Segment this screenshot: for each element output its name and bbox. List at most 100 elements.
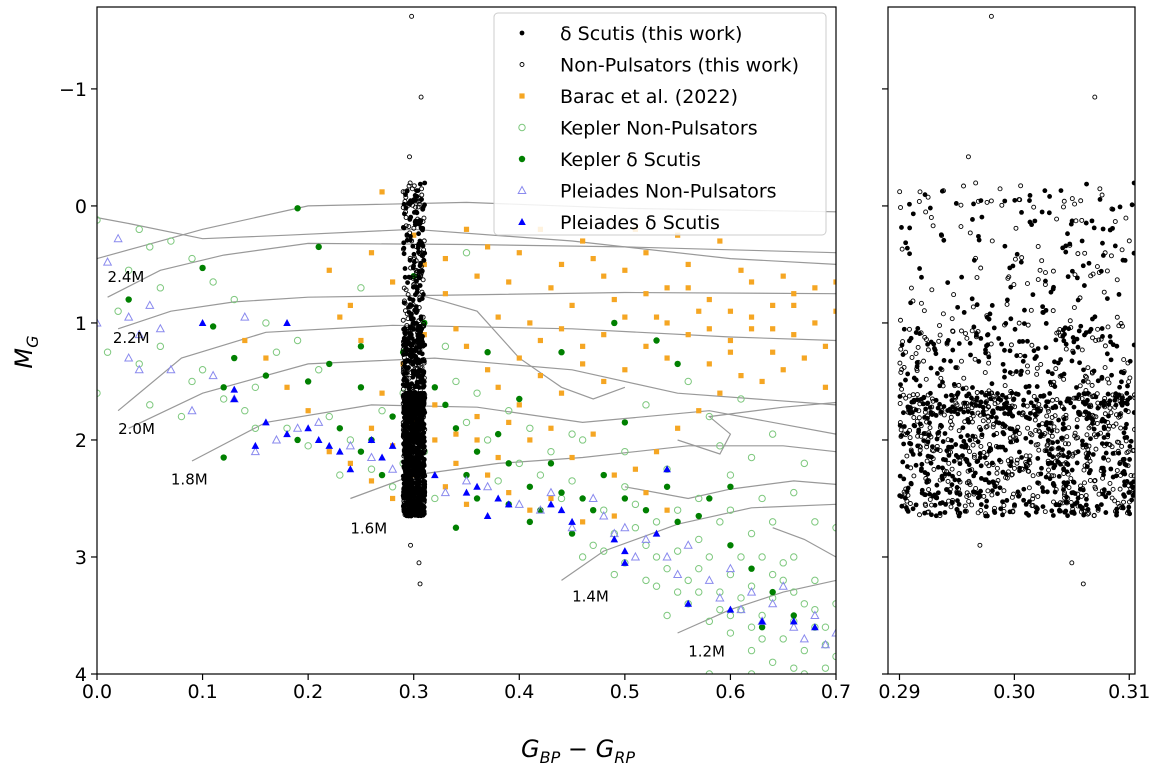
zoom-dscuti [1071, 404, 1077, 410]
legend-label: Pleiades δ Scutis [560, 212, 720, 234]
zoom-dscuti [1012, 429, 1018, 435]
zoom-dscuti [968, 352, 973, 358]
data-point [630, 551, 641, 561]
zoom-dscuti [1080, 263, 1086, 269]
track-label: 1.8M [171, 470, 208, 488]
zoom-dscuti [1088, 468, 1093, 473]
data-point [515, 459, 523, 468]
zoom-dscuti [1043, 474, 1049, 480]
data-point [758, 623, 766, 631]
zoom-dscuti [1050, 440, 1056, 446]
data-point [187, 405, 197, 415]
zoom-nonpulsator [1119, 443, 1125, 449]
data-point [103, 348, 112, 356]
zoom-nonpulsator [989, 238, 995, 244]
data-point [97, 317, 102, 327]
data-point [516, 395, 523, 403]
data-point [706, 495, 713, 502]
zoom-nonpulsator [1046, 408, 1052, 414]
zoom-dscuti [1101, 424, 1107, 430]
this-work-dscuti [414, 345, 420, 351]
zoom-dscuti [903, 377, 908, 383]
zoom-dscuti [1112, 243, 1118, 249]
this-work-nonpulsator [415, 204, 421, 210]
zoom-nonpulsator [931, 466, 937, 472]
data-point [516, 355, 522, 361]
data-point [759, 378, 765, 385]
zoom-dscuti [945, 280, 951, 286]
zoom-nonpulsator [994, 465, 1000, 471]
this-work-dscuti [416, 513, 422, 519]
zoom-dscuti [1095, 378, 1101, 384]
zoom-dscuti [1090, 421, 1095, 426]
zoom-dscuti [957, 510, 963, 516]
legend-box [493, 12, 827, 236]
zoom-nonpulsator [949, 466, 955, 472]
zoom-dscuti [1044, 448, 1049, 454]
zoom-nonpulsator [914, 392, 920, 398]
zoom-dscuti [1072, 491, 1078, 496]
data-point [790, 488, 798, 497]
zoom-dscuti [986, 480, 992, 485]
data-point [810, 610, 820, 619]
zoom-dscuti [941, 358, 947, 363]
data-point [737, 594, 745, 602]
zoom-nonpulsator [951, 292, 957, 298]
data-point [250, 446, 260, 456]
zoom-dscuti [1071, 339, 1077, 345]
zoom-nonpulsator [1001, 488, 1007, 494]
zoom-dscuti [1095, 432, 1101, 437]
data-point [622, 367, 628, 373]
zoom-nonpulsator [1115, 439, 1120, 445]
zoom-dscuti [978, 335, 984, 341]
data-point [715, 592, 725, 602]
zoom-dscuti [1061, 338, 1067, 344]
zoom-dscuti [960, 425, 966, 431]
zoom-dscuti [1027, 499, 1032, 505]
zoom-nonpulsator [997, 186, 1003, 192]
data-point [325, 441, 334, 449]
zoom-nonpulsator [984, 423, 990, 429]
zoom-dscuti [995, 405, 1001, 411]
this-work-dscuti [410, 243, 416, 249]
zoom-dscuti [943, 457, 948, 463]
zoom-nonpulsator [959, 328, 964, 334]
zoom-nonpulsator [1096, 337, 1102, 343]
zoom-dscuti [922, 415, 927, 420]
data-point [747, 646, 756, 655]
data-point [166, 364, 176, 374]
this-work-dscuti [420, 474, 426, 480]
data-point [611, 472, 617, 478]
data-point [442, 484, 448, 490]
data-point [674, 360, 681, 368]
this-work-dscuti [407, 490, 413, 496]
zoom-dscuti [981, 412, 987, 417]
zoom-dscuti [917, 383, 923, 389]
zoom-nonpulsator [1050, 397, 1055, 403]
this-work-dscuti [400, 493, 406, 499]
data-point [821, 664, 830, 672]
zoom-dscuti [1049, 371, 1055, 377]
zoom-dscuti [1117, 384, 1123, 390]
zoom-dscuti [1109, 372, 1114, 378]
zoom-dscuti [1074, 385, 1079, 390]
data-point [590, 431, 596, 437]
zoom-dscuti [1057, 508, 1063, 514]
zoom-nonpulsator [1030, 493, 1036, 499]
zoom-dscuti [1091, 368, 1097, 374]
zoom-nonpulsator [948, 504, 954, 510]
data-point [621, 483, 629, 491]
this-work-dscuti [410, 469, 416, 475]
x-tick-label: 0.4 [504, 681, 534, 703]
this-work-dscuti [413, 304, 419, 310]
zoom-nonpulsator [1018, 183, 1024, 189]
zoom-dscuti [1065, 513, 1070, 519]
this-work-dscuti [407, 385, 413, 390]
this-work-dscuti [414, 379, 420, 385]
zoom-dscuti [1110, 206, 1116, 212]
this-work-dscuti [420, 357, 426, 363]
zoom-dscuti [1007, 370, 1013, 375]
zoom-dscuti [1045, 460, 1051, 466]
zoom-dscuti [995, 391, 1000, 396]
zoom-dscuti [1064, 469, 1070, 475]
